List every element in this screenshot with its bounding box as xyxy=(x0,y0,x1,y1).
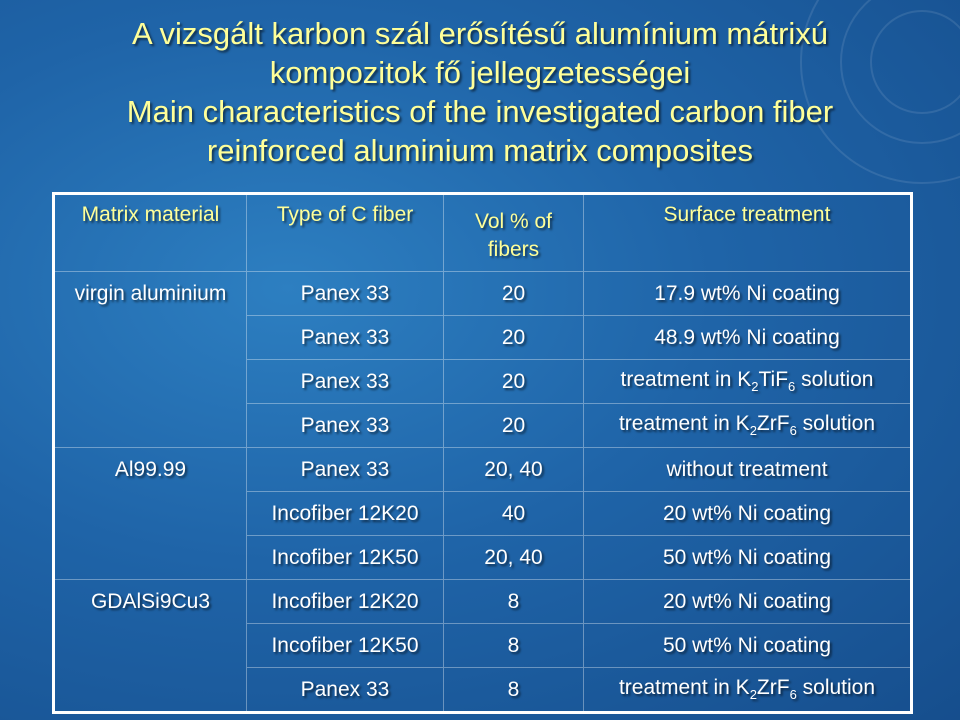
fiber-type-cell: Panex 33 xyxy=(246,447,444,492)
table-row: Panex 33 20 treatment in K2TiF6 solution xyxy=(54,359,912,404)
surface-treatment-cell: treatment in K2TiF6 solution xyxy=(583,359,912,404)
matrix-material-cell: virgin aluminium xyxy=(53,271,247,448)
fiber-type-cell: Incofiber 12K20 xyxy=(246,579,444,624)
table-row: Incofiber 12K50 20, 40 50 wt% Ni coating xyxy=(54,535,912,580)
slide-title: A vizsgált karbon szál erősítésű alumíni… xyxy=(0,14,960,170)
vol-percent-cell: 8 xyxy=(443,623,584,668)
fiber-type-cell: Incofiber 12K20 xyxy=(246,491,444,536)
vol-percent-cell: 20 xyxy=(443,315,584,360)
surface-treatment-cell: 20 wt% Ni coating xyxy=(583,579,912,624)
surface-treatment-cell: 50 wt% Ni coating xyxy=(583,535,912,580)
fiber-type-cell: Panex 33 xyxy=(246,315,444,360)
surface-treatment-cell: treatment in K2ZrF6 solution xyxy=(583,403,912,448)
title-line-hu-2: kompozitok fő jellegzetességei xyxy=(269,55,691,90)
title-line-hu-1: A vizsgált karbon szál erősítésű alumíni… xyxy=(131,16,829,51)
table-row: Panex 33 20 treatment in K2ZrF6 solution xyxy=(54,403,912,448)
table-row: Incofiber 12K20 40 20 wt% Ni coating xyxy=(54,491,912,536)
fiber-type-cell: Panex 33 xyxy=(246,403,444,448)
vol-percent-cell: 20 xyxy=(443,271,584,316)
header-matrix-material: Matrix material xyxy=(81,203,220,226)
vol-percent-cell: 8 xyxy=(443,579,584,624)
vol-percent-cell: 8 xyxy=(443,667,584,713)
fiber-type-cell: Panex 33 xyxy=(246,359,444,404)
surface-treatment-cell: treatment in K2ZrF6 solution xyxy=(583,667,912,713)
table-row: Panex 33 8 treatment in K2ZrF6 solution xyxy=(54,667,912,713)
table-row: Al99.99 Panex 33 20, 40 without treatment xyxy=(53,447,912,580)
table-header-row: Matrix material Type of C fiber Vol % of… xyxy=(54,193,912,272)
table-row: GDAlSi9Cu3 Incofiber 12K20 8 20 wt% Ni coat… xyxy=(53,579,912,713)
composites-table: Matrix material Type of C fiber Vol % of… xyxy=(52,192,913,714)
vol-percent-cell: 20, 40 xyxy=(443,447,584,492)
title-line-en-1: Main characteristics of the investigated… xyxy=(126,94,834,129)
header-surface-treatment: Surface treatment xyxy=(583,193,912,272)
surface-treatment-cell: 20 wt% Ni coating xyxy=(583,491,912,536)
vol-percent-cell: 20, 40 xyxy=(443,535,584,580)
table-row: Incofiber 12K50 8 50 wt% Ni coating xyxy=(54,623,912,668)
header-vol-percent: Vol % of fibers xyxy=(443,193,584,272)
fiber-type-cell: Incofiber 12K50 xyxy=(246,535,444,580)
surface-treatment-cell: 48.9 wt% Ni coating xyxy=(583,315,912,360)
header-fiber-type: Type of C fiber xyxy=(246,193,444,272)
fiber-type-cell: Incofiber 12K50 xyxy=(246,623,444,668)
surface-treatment-cell: without treatment xyxy=(583,447,912,492)
vol-percent-cell: 20 xyxy=(443,359,584,404)
matrix-material-cell: GDAlSi9Cu3 xyxy=(53,579,247,713)
table-row: Panex 33 20 48.9 wt% Ni coating xyxy=(54,315,912,360)
table-row: virgin aluminium Panex 33 20 17.9 wt% Ni co… xyxy=(53,271,912,448)
vol-percent-cell: 20 xyxy=(443,403,584,448)
fiber-type-cell: Panex 33 xyxy=(246,667,444,713)
fiber-type-cell: Panex 33 xyxy=(246,271,444,316)
vol-percent-cell: 40 xyxy=(443,491,584,536)
surface-treatment-cell: 50 wt% Ni coating xyxy=(583,623,912,668)
surface-treatment-cell: 17.9 wt% Ni coating xyxy=(583,271,912,316)
title-line-en-2: reinforced aluminium matrix composites xyxy=(206,133,754,168)
matrix-material-cell: Al99.99 xyxy=(53,447,247,580)
